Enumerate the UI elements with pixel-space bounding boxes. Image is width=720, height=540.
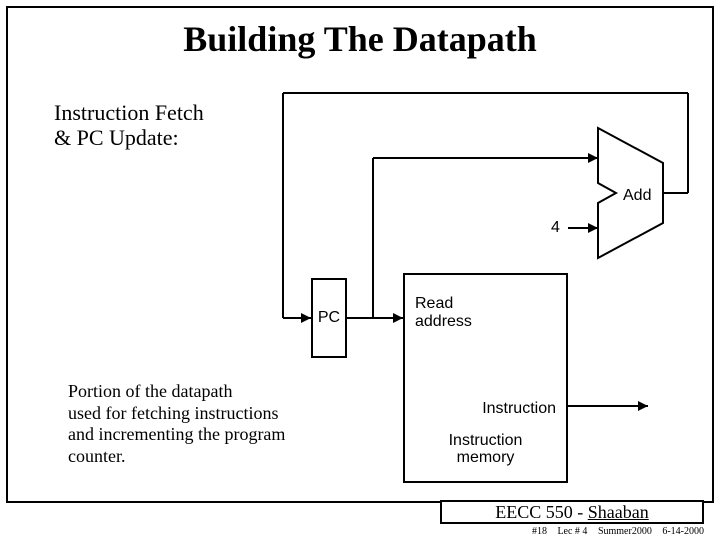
footer-meta: #18 Lec # 4 Summer2000 6-14-2000 [440,526,704,537]
mem-l2: memory [457,449,515,466]
arrow-instr-out [638,401,648,411]
subtitle: Instruction Fetch & PC Update: [54,100,204,151]
pc-block: PC [311,278,347,358]
page-title: Building The Datapath [8,18,712,60]
caption-l1: Portion of the datapath [68,381,232,401]
footer-date: 6-14-2000 [662,526,704,537]
read-address-l2: address [415,313,472,330]
datapath-diagram: Add PC Read addr [268,88,698,488]
subtitle-line2: & PC Update: [54,125,179,150]
footer-term: Summer2000 [598,526,652,537]
arrow-pc-to-mem [393,313,403,323]
mem-l1: Instruction [449,432,523,449]
arrow-4-to-adder [588,223,598,233]
subtitle-line1: Instruction Fetch [54,100,204,125]
arrow-pc-to-adder [588,153,598,163]
footer-lecture-num: Lec # 4 [557,526,587,537]
footer-course: EECC 550 [495,502,573,522]
footer-dash: - [573,502,588,522]
footer-slide-num: #18 [532,526,547,537]
read-address-label: Read address [415,295,472,330]
instruction-memory-block: Read address Instruction Instruction mem… [403,273,568,483]
footer-course-box: EECC 550 - Shaaban [440,500,704,524]
footer-instructor: Shaaban [588,502,649,522]
read-address-l1: Read [415,295,453,312]
caption-l2: used for fetching instructions [68,403,278,423]
slide-border: Building The Datapath Instruction Fetch … [6,6,714,503]
constant-4-label: 4 [551,219,560,237]
adder-label: Add [623,187,651,204]
arrow-into-pc [301,313,311,323]
instruction-port-label: Instruction [482,400,556,418]
caption-l4: counter. [68,446,125,466]
memory-block-label: Instruction memory [405,432,566,467]
caption-l3: and incrementing the program [68,424,285,444]
